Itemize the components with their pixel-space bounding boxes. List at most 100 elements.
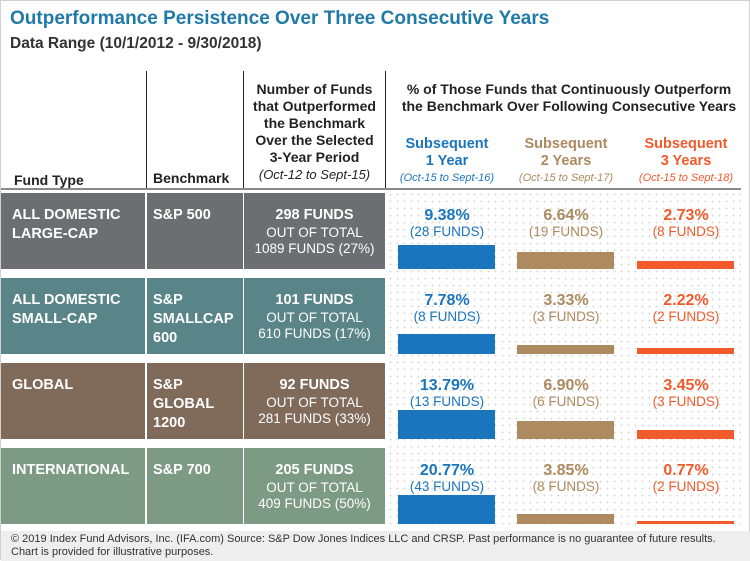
out-of-total: OUT OF TOTAL xyxy=(266,310,363,325)
pct-value: 6.90% xyxy=(543,377,589,394)
num-funds-cell: 92 FUNDS OUT OF TOTAL 281 FUNDS (33%) xyxy=(244,363,385,439)
pct-label: 3.85% (8 FUNDS) xyxy=(506,462,626,494)
out-of-total: OUT OF TOTAL xyxy=(266,225,363,240)
pct-value: 3.45% xyxy=(663,377,709,394)
header-line: 3-Year Period xyxy=(269,149,360,165)
divider xyxy=(146,71,147,189)
bar-1-row-4 xyxy=(398,495,495,524)
pct-funds: (6 FUNDS) xyxy=(532,394,600,409)
pct-label: 3.33% (3 FUNDS) xyxy=(506,292,626,324)
pct-funds: (2 FUNDS) xyxy=(652,309,720,324)
funds-count: 298 FUNDS xyxy=(275,207,354,223)
total-funds: 610 FUNDS (17%) xyxy=(258,326,371,341)
divider xyxy=(385,71,386,189)
bar-2-row-1 xyxy=(517,252,614,269)
subsequent-range: (Oct-15 to Sept-17) xyxy=(518,172,614,184)
subsequent-years: 1 Year xyxy=(425,153,469,169)
pct-funds: (43 FUNDS) xyxy=(409,479,485,494)
subsequent-years: 3 Years xyxy=(660,153,712,169)
pct-label: 13.79% (13 FUNDS) xyxy=(387,377,507,409)
subsequent-label: Subsequent xyxy=(405,136,489,152)
benchmark-line: SMALLCAP xyxy=(153,311,234,327)
benchmark-line: S&P 500 xyxy=(153,207,211,223)
divider xyxy=(243,71,244,189)
funds-count: 92 FUNDS xyxy=(279,377,350,393)
pct-funds: (13 FUNDS) xyxy=(409,394,485,409)
funds-count: 205 FUNDS xyxy=(275,462,354,478)
pct-value: 9.38% xyxy=(424,207,470,224)
total-funds: 281 FUNDS (33%) xyxy=(258,411,371,426)
fund-type-line: INTERNATIONAL xyxy=(12,462,130,478)
footer-source: © 2019 Index Fund Advisors, Inc. (IFA.co… xyxy=(11,533,716,545)
bar-1-row-3 xyxy=(398,410,495,439)
subsequent-header-2: Subsequent 2 Years (Oct-15 to Sept-17) xyxy=(506,136,626,186)
subsequent-years: 2 Years xyxy=(540,153,592,169)
benchmark-cell: S&P 500 xyxy=(147,193,243,269)
header-line: the Benchmark Over Following Consecutive… xyxy=(401,98,737,114)
num-funds-cell: 298 FUNDS OUT OF TOTAL 1089 FUNDS (27%) xyxy=(244,193,385,269)
bar-3-row-3 xyxy=(637,429,734,439)
chart-subtitle: Data Range (10/1/2012 - 9/30/2018) xyxy=(10,35,262,52)
subsequent-range: (Oct-15 to Sept-18) xyxy=(638,172,734,184)
footer-disclaimer: Chart is provided for illustrative purpo… xyxy=(11,546,214,558)
funds-count: 101 FUNDS xyxy=(275,292,354,308)
pct-value: 0.77% xyxy=(663,462,709,479)
fund-type-cell: INTERNATIONAL xyxy=(1,448,145,524)
pct-funds: (2 FUNDS) xyxy=(652,479,720,494)
out-of-total: OUT OF TOTAL xyxy=(266,480,363,495)
pct-value: 2.22% xyxy=(663,292,709,309)
benchmark-line: 600 xyxy=(153,330,178,346)
pct-value: 2.73% xyxy=(663,207,709,224)
footer: © 2019 Index Fund Advisors, Inc. (IFA.co… xyxy=(1,531,750,561)
pct-label: 7.78% (8 FUNDS) xyxy=(387,292,507,324)
pct-value: 20.77% xyxy=(419,462,475,479)
pct-funds: (19 FUNDS) xyxy=(528,224,604,239)
bar-1-row-2 xyxy=(398,334,495,354)
benchmark-line: 1200 xyxy=(153,415,186,431)
pct-value: 6.64% xyxy=(543,207,589,224)
total-funds: 409 FUNDS (50%) xyxy=(258,496,371,511)
pct-funds: (28 FUNDS) xyxy=(409,224,485,239)
pct-value: 7.78% xyxy=(424,292,470,309)
pct-label: 3.45% (3 FUNDS) xyxy=(626,377,746,409)
header-num-funds: Number of Funds that Outperformed the Be… xyxy=(244,81,385,183)
bar-3-row-1 xyxy=(637,261,734,269)
pct-label: 2.22% (2 FUNDS) xyxy=(626,292,746,324)
pct-funds: (8 FUNDS) xyxy=(532,479,600,494)
pct-label: 6.64% (19 FUNDS) xyxy=(506,207,626,239)
chart-title: Outperformance Persistence Over Three Co… xyxy=(10,8,550,29)
benchmark-cell: S&P GLOBAL 1200 xyxy=(147,363,243,439)
fund-type-cell: GLOBAL xyxy=(1,363,145,439)
benchmark-cell: S&P SMALLCAP 600 xyxy=(147,278,243,354)
fund-type-line: SMALL-CAP xyxy=(12,311,98,327)
fund-type-line: GLOBAL xyxy=(12,377,74,393)
header-line: % of Those Funds that Continuously Outpe… xyxy=(406,81,732,97)
header-range: (Oct-12 to Sept-15) xyxy=(258,167,371,182)
fund-type-line: ALL DOMESTIC xyxy=(12,207,121,223)
header-line: the Benchmark xyxy=(263,115,366,131)
bar-3-row-2 xyxy=(637,347,734,354)
bar-2-row-4 xyxy=(517,513,614,524)
pct-funds: (8 FUNDS) xyxy=(413,309,481,324)
out-of-total: OUT OF TOTAL xyxy=(266,395,363,410)
subsequent-header-1: Subsequent 1 Year (Oct-15 to Sept-16) xyxy=(387,136,507,186)
benchmark-line: S&P 700 xyxy=(153,462,211,478)
pct-funds: (3 FUNDS) xyxy=(532,309,600,324)
subsequent-header-3: Subsequent 3 Years (Oct-15 to Sept-18) xyxy=(626,136,746,186)
benchmark-line: GLOBAL xyxy=(153,396,215,412)
subsequent-range: (Oct-15 to Sept-16) xyxy=(399,172,495,184)
subsequent-label: Subsequent xyxy=(524,136,608,152)
benchmark-line: S&P xyxy=(153,292,183,308)
fund-type-cell: ALL DOMESTIC SMALL-CAP xyxy=(1,278,145,354)
pct-label: 0.77% (2 FUNDS) xyxy=(626,462,746,494)
fund-type-line: ALL DOMESTIC xyxy=(12,292,121,308)
pct-funds: (3 FUNDS) xyxy=(652,394,720,409)
pct-value: 3.33% xyxy=(543,292,589,309)
header-line: that Outperformed xyxy=(253,98,376,114)
fund-type-cell: ALL DOMESTIC LARGE-CAP xyxy=(1,193,145,269)
header-fund-type: Fund Type xyxy=(14,172,84,188)
pct-value: 13.79% xyxy=(419,377,475,394)
header-rule xyxy=(1,188,741,190)
subsequent-label: Subsequent xyxy=(644,136,728,152)
total-funds: 1089 FUNDS (27%) xyxy=(254,241,375,256)
